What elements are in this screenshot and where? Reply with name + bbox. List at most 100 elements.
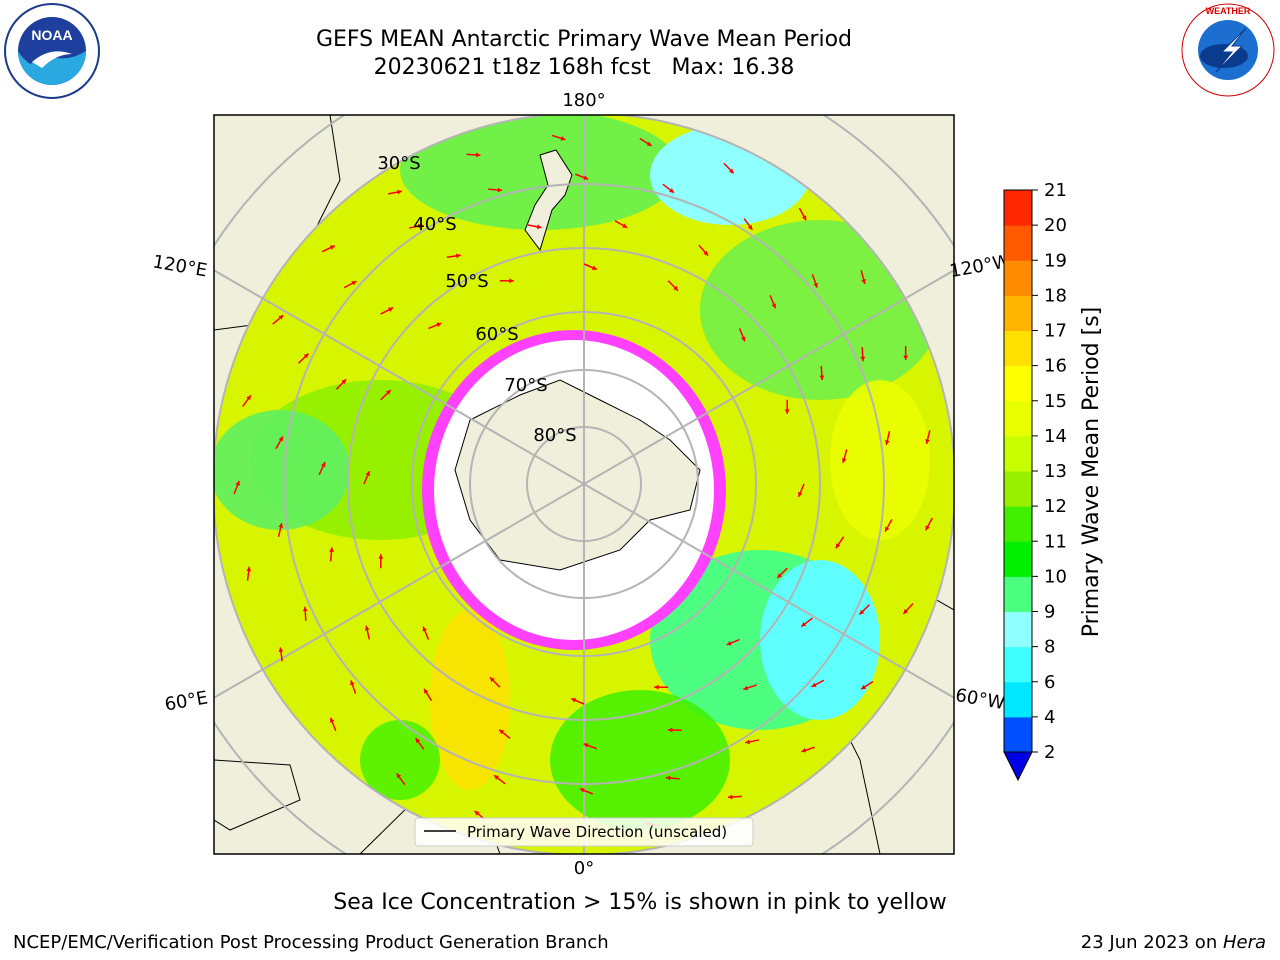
wave-arrow-head [302, 606, 308, 612]
wave-arrow-head [329, 245, 335, 250]
wave-arrow-head [771, 303, 777, 309]
wave-arrow-head [571, 698, 577, 703]
wave-arrow-head [365, 471, 370, 477]
wave-arrow-head [278, 647, 284, 653]
wave-arrow-head [329, 717, 335, 723]
colorbar-segment [1004, 541, 1032, 577]
lat-label-70s: 70°S [504, 375, 547, 396]
wave-arrow-head [903, 355, 909, 360]
colorbar-segment [1004, 681, 1032, 718]
wave-arrow-head [329, 547, 334, 552]
lat-label-80s: 80°S [533, 425, 576, 446]
wave-arrow-head [583, 743, 589, 748]
wave-arrow-head [745, 739, 750, 745]
colorbar-segment [1004, 190, 1032, 226]
wave-arrow-head [673, 285, 679, 291]
footer-date-text: 23 Jun 2023 on [1080, 932, 1223, 953]
lon-label-180: 180° [562, 90, 605, 111]
wave-arrow-head [509, 278, 514, 284]
wave-arrow-head [396, 773, 402, 779]
colorbar-tick-label: 8 [1044, 637, 1055, 658]
wave-arrow-head [579, 788, 585, 793]
colorbar-tick-label: 14 [1044, 426, 1067, 447]
wave-arrow-head [364, 625, 370, 631]
wave-arrow-head [591, 265, 597, 270]
svg-text:NOAA: NOAA [31, 27, 72, 43]
wave-arrow-head [903, 608, 909, 614]
wave-arrow-head [422, 626, 428, 632]
wave-arrow-head [665, 775, 671, 781]
wave-arrow-head [475, 152, 481, 158]
colorbar-tick-label: 13 [1044, 461, 1067, 482]
colorbar: 2 4 6 8 9 10 11 12 13 14 15 16 17 18 19 20 21 [1003, 180, 1067, 782]
lon-label-120e: 120°E [151, 251, 209, 281]
madagascar-land [214, 759, 301, 831]
noaa-logo: NOAA [4, 3, 100, 99]
graticule [214, 115, 954, 854]
wave-arrow-head [497, 187, 503, 193]
colorbar-tick-label: 20 [1044, 215, 1067, 236]
lon-label-60w: 60°W [954, 685, 1007, 714]
legend-box [414, 817, 754, 847]
colorbar-segment [1004, 295, 1032, 331]
wave-arrow-head [801, 621, 807, 627]
colorbar-segment [1004, 576, 1032, 612]
wave-arrow-head [861, 684, 867, 690]
colorbar-segment [1004, 646, 1032, 683]
colorbar-segment [1004, 716, 1032, 753]
wave-arrow-head [813, 282, 818, 288]
colorbar-tick-label: 10 [1044, 566, 1067, 587]
wave-arrow-head [747, 224, 753, 230]
colorbar-tick-label: 11 [1044, 531, 1067, 552]
wave-arrow-head [925, 439, 930, 444]
colorbar-extend-arrow [1003, 751, 1033, 782]
colorbar-tick-label: 4 [1044, 707, 1055, 728]
wave-arrow-head [801, 215, 807, 221]
wave-arrow-head [784, 409, 790, 414]
wave-arrow-head [819, 375, 825, 380]
wave-arrow-head [841, 458, 847, 463]
wave-arrow-head [456, 253, 461, 259]
wave-arrow-head [351, 281, 357, 286]
wave-arrow-head [798, 491, 803, 497]
footer-branch: NCEP/EMC/Verification Post Processing Pr… [13, 932, 609, 953]
wave-direction-arrows [233, 134, 934, 835]
wave-arrow-head [727, 794, 733, 800]
wave-arrow-head [321, 462, 326, 468]
wave-arrow-head [350, 680, 355, 686]
colorbar-segment [1004, 400, 1032, 437]
wave-arrow-head [494, 775, 499, 780]
wave-arrow-head [885, 526, 890, 532]
colorbar-tick-label: 6 [1044, 672, 1055, 693]
svg-text:WEATHER: WEATHER [1206, 6, 1251, 16]
colorbar-segment [1004, 330, 1032, 367]
colorbar-segment [1004, 225, 1032, 261]
wave-arrow-head [415, 738, 421, 744]
colorbar-tick-label: 15 [1044, 391, 1067, 412]
wave-arrow-head [278, 315, 284, 320]
wave-arrow-head [303, 353, 309, 359]
colorbar-tick-label: 17 [1044, 321, 1067, 342]
wave-arrow-head [397, 189, 402, 195]
wave-arrow-head [278, 523, 284, 528]
wave-arrow-head [536, 224, 542, 230]
lon-label-120w: 120°W [948, 251, 1012, 282]
wave-arrow-head [835, 543, 841, 549]
new-zealand-land [524, 149, 573, 252]
wave-arrow-head [728, 168, 734, 174]
wave-arrow-head [235, 480, 240, 486]
wave-arrow-head [667, 727, 673, 733]
wave-arrow-head [777, 573, 783, 579]
wave-arrow-head [811, 682, 817, 687]
lon-label-0: 0° [574, 858, 594, 879]
lat-label-30s: 30°S [377, 153, 420, 174]
colorbar-tick-label: 19 [1044, 250, 1067, 271]
wave-arrow-head [740, 336, 746, 342]
wave-arrow-head [388, 307, 394, 312]
map-frame [213, 114, 955, 855]
wave-arrow-head [385, 389, 391, 395]
footer-date: 23 Jun 2023 on Hera [1081, 932, 1266, 953]
colorbar-segment [1004, 471, 1032, 507]
colorbar-tick-label: 21 [1044, 180, 1067, 201]
